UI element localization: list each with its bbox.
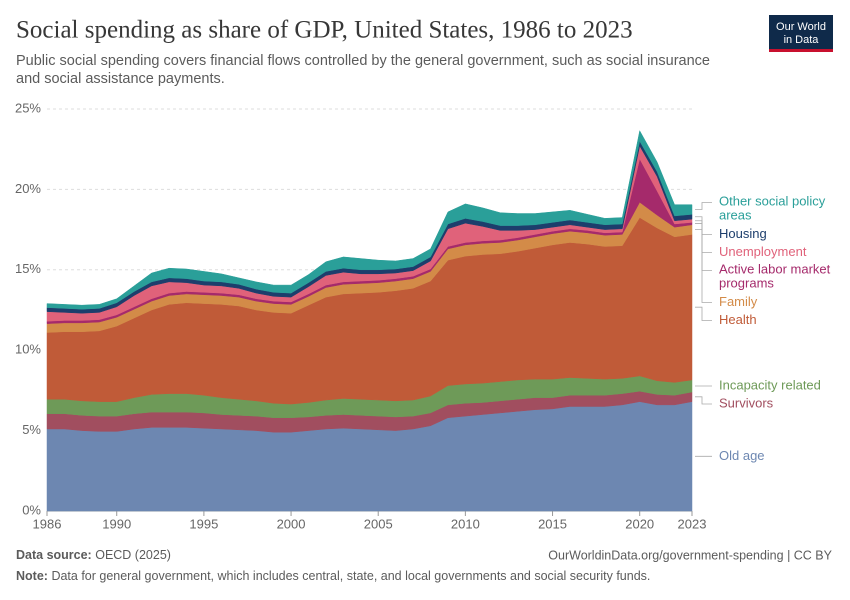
area [46, 129, 693, 310]
legend-label: Active labor market programs [719, 262, 831, 291]
legend-connector [695, 306, 712, 321]
legend-connector [695, 202, 712, 210]
x-tick-label: 2000 [277, 516, 306, 531]
logo-bar [769, 49, 833, 52]
legend-connector [695, 223, 712, 271]
legend-label: Unemployment [719, 244, 807, 259]
legend-label: Health [719, 312, 757, 327]
subtitle: and social assistance payments. [16, 71, 225, 87]
y-tick-label: 25% [15, 100, 41, 115]
legend-label: Family [719, 294, 758, 309]
x-tick-label: 2023 [678, 516, 707, 531]
legend-connector [695, 220, 712, 253]
x-tick-label: 2015 [538, 516, 567, 531]
legend-label: Survivors [719, 395, 774, 410]
x-tick-label: 2010 [451, 516, 480, 531]
legend-connector [695, 396, 712, 405]
y-tick-label: 15% [15, 261, 41, 276]
logo [769, 15, 833, 52]
x-tick-label: 2005 [364, 516, 393, 531]
legend-connector [695, 229, 712, 303]
source: Data source: OECD (2025) [16, 548, 171, 562]
y-tick-label: 20% [15, 181, 41, 196]
y-tick-label: 5% [22, 422, 41, 437]
legend-label: Other social policy areas [719, 194, 826, 223]
subtitle: Public social spending covers financial … [16, 53, 710, 69]
x-tick-label: 1990 [102, 516, 131, 531]
legend-connector [695, 216, 712, 235]
url: OurWorldinData.org/government-spending |… [548, 548, 832, 562]
y-tick-label: 0% [22, 502, 41, 517]
chart-title: Social spending as share of GDP, United … [16, 17, 633, 44]
legend-label: Housing [719, 226, 767, 241]
legend-label: Old age [719, 448, 765, 463]
logo-text: in Data [784, 34, 820, 46]
note: Note: Data for general government, which… [16, 569, 650, 583]
x-tick-label: 2020 [625, 516, 654, 531]
logo-text: Our World [776, 21, 826, 33]
x-tick-label: 1995 [189, 516, 218, 531]
legend-label: Incapacity related [719, 377, 821, 392]
x-tick-label: 1986 [33, 516, 62, 531]
y-tick-label: 10% [15, 342, 41, 357]
